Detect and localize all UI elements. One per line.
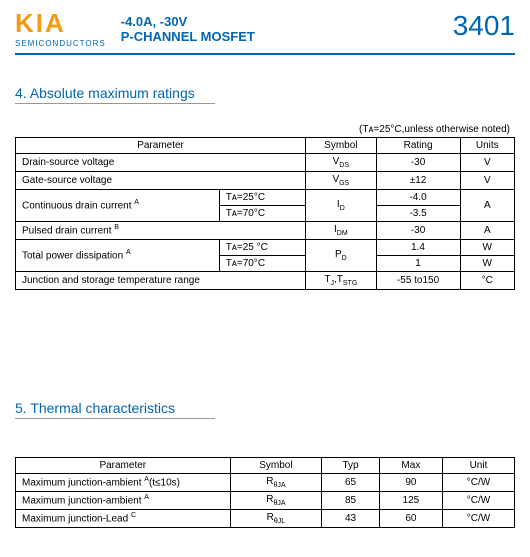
conditions-note: (Tᴀ=25°C,unless otherwise noted) <box>15 124 515 135</box>
table-row: Continuous drain current A Tᴀ=25°C ID -4… <box>16 190 515 206</box>
col-parameter: Parameter <box>16 138 306 154</box>
brand-logo: KIA <box>15 10 106 36</box>
header-rule <box>15 53 515 55</box>
header: KIA SEMICONDUCTORS -4.0A, -30V P-CHANNEL… <box>15 10 515 48</box>
abs-max-table: Parameter Symbol Rating Units Drain-sour… <box>15 137 515 290</box>
table-row: Maximum junction-ambient A(t≤10s) RθJA 6… <box>16 474 515 492</box>
col-units: Units <box>460 138 514 154</box>
table-header-row: Parameter Symbol Rating Units <box>16 138 515 154</box>
table-row: Maximum junction-ambient A RθJA 85 125 °… <box>16 492 515 510</box>
table-row: Total power dissipation A Tᴀ=25 °C PD 1.… <box>16 240 515 256</box>
table-row: Junction and storage temperature range T… <box>16 272 515 290</box>
section2-title: 5. Thermal characteristics <box>15 400 515 416</box>
part-number: 3401 <box>453 10 515 42</box>
brand-sub: SEMICONDUCTORS <box>15 39 106 48</box>
logo-block: KIA SEMICONDUCTORS <box>15 10 106 48</box>
product-title: -4.0A, -30V P-CHANNEL MOSFET <box>121 14 453 44</box>
col-rating: Rating <box>376 138 460 154</box>
table-header-row: Parameter Symbol Typ Max Unit <box>16 458 515 474</box>
section1-underline <box>15 103 215 104</box>
table-row: Gate-source voltage VGS ±12 V <box>16 172 515 190</box>
section1-title: 4. Absolute maximum ratings <box>15 85 515 101</box>
section2-underline <box>15 418 215 419</box>
col-symbol: Symbol <box>306 138 376 154</box>
table-row: Maximum junction-Lead C RθJL 43 60 °C/W <box>16 510 515 528</box>
table-row: Drain-source voltage VDS -30 V <box>16 154 515 172</box>
table-row: Pulsed drain current B IDM -30 A <box>16 222 515 240</box>
thermal-table: Parameter Symbol Typ Max Unit Maximum ju… <box>15 457 515 528</box>
